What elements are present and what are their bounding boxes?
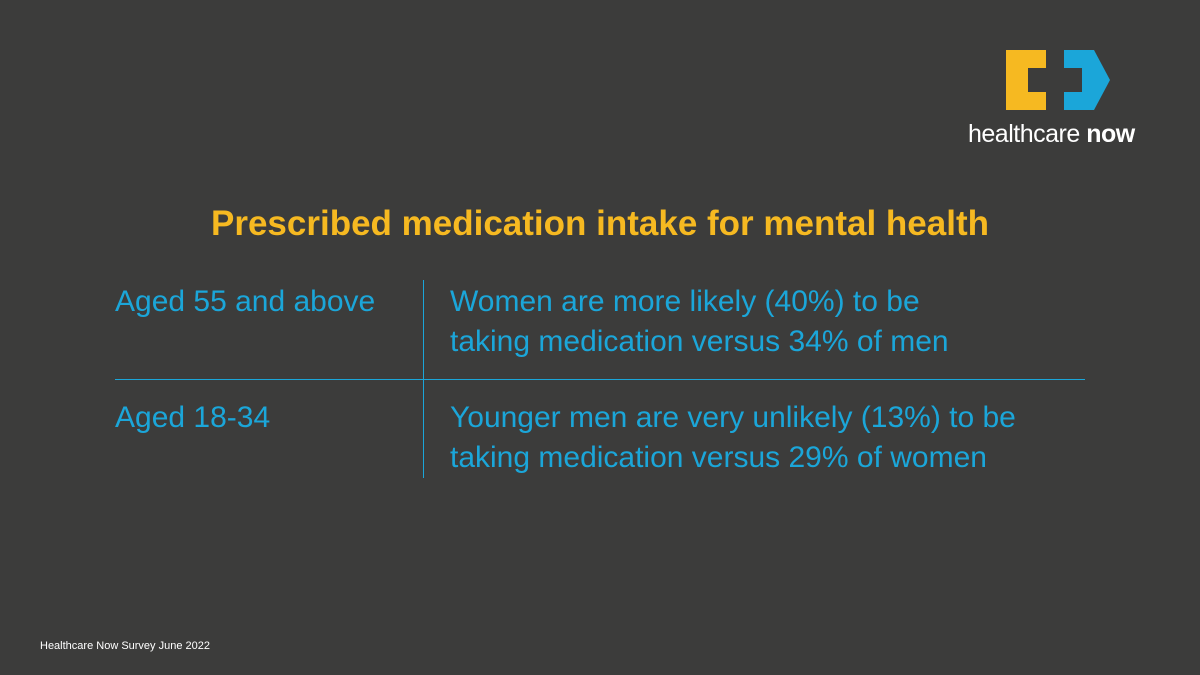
row-label-age-55-plus: Aged 55 and above xyxy=(115,285,376,318)
description-line: taking medication versus 29% of women xyxy=(450,441,987,474)
logo-wordmark-bold: now xyxy=(1086,120,1135,148)
row-description-age-18-34: Younger men are very unlikely (13%) to b… xyxy=(450,398,1090,478)
row-divider xyxy=(115,379,1085,380)
logo-mark-icon xyxy=(1006,50,1110,110)
comparison-table: Aged 55 and above Women are more likely … xyxy=(115,280,1085,478)
row-description-age-55-plus: Women are more likely (40%) to be taking… xyxy=(450,282,1090,362)
brand-logo: healthcare now xyxy=(968,50,1150,150)
logo-wordmark: healthcare now xyxy=(968,120,1150,149)
source-footnote: Healthcare Now Survey June 2022 xyxy=(40,640,210,652)
logo-yellow-bracket-icon xyxy=(1006,50,1046,110)
description-line: Women are more likely (40%) to be xyxy=(450,285,920,318)
logo-wordmark-regular: healthcare xyxy=(968,120,1087,148)
row-label-age-18-34: Aged 18-34 xyxy=(115,401,271,434)
description-line: taking medication versus 34% of men xyxy=(450,325,949,358)
description-line: Younger men are very unlikely (13%) to b… xyxy=(450,401,1016,434)
logo-blue-arrow-icon xyxy=(1064,50,1110,110)
page-title: Prescribed medication intake for mental … xyxy=(211,204,989,243)
